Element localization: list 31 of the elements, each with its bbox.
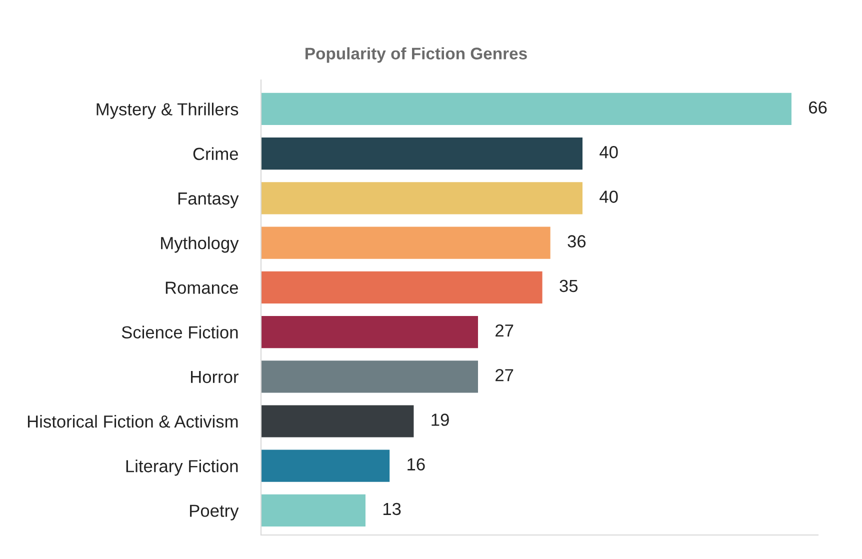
bar [261, 360, 478, 393]
data-label: 40 [600, 146, 618, 158]
y-tick-label: Romance [166, 282, 238, 294]
bar [261, 316, 478, 348]
data-label: 13 [383, 502, 401, 516]
y-tick-label: Crime [193, 147, 238, 160]
bar [261, 182, 582, 214]
data-label: 35 [560, 280, 578, 292]
bar [261, 405, 414, 438]
y-tick-label: Mythology [161, 236, 239, 253]
bar [261, 494, 366, 527]
y-tick-label: Poetry [190, 504, 239, 520]
data-label: 36 [568, 235, 586, 248]
bar [261, 271, 542, 304]
bar [261, 138, 582, 170]
y-tick-label: Science Fiction [122, 326, 238, 338]
data-label: 27 [496, 369, 514, 382]
data-label: 16 [408, 458, 425, 471]
y-tick-label: Literary Fiction [126, 460, 238, 476]
data-label: 66 [809, 101, 827, 114]
data-label: 40 [600, 190, 618, 203]
bar [261, 450, 390, 482]
y-tick-label: Historical Fiction & Activism [28, 414, 238, 428]
y-tick-label: Mystery & Thrillers [96, 102, 238, 119]
data-label: 19 [432, 414, 449, 426]
y-tick-label: Fantasy [178, 192, 239, 208]
data-label: 27 [496, 324, 514, 337]
chart-title: Popularity of Fiction Genres [306, 47, 527, 63]
bar [261, 226, 550, 259]
bar [261, 92, 792, 126]
y-tick-label: Horror [191, 370, 238, 384]
